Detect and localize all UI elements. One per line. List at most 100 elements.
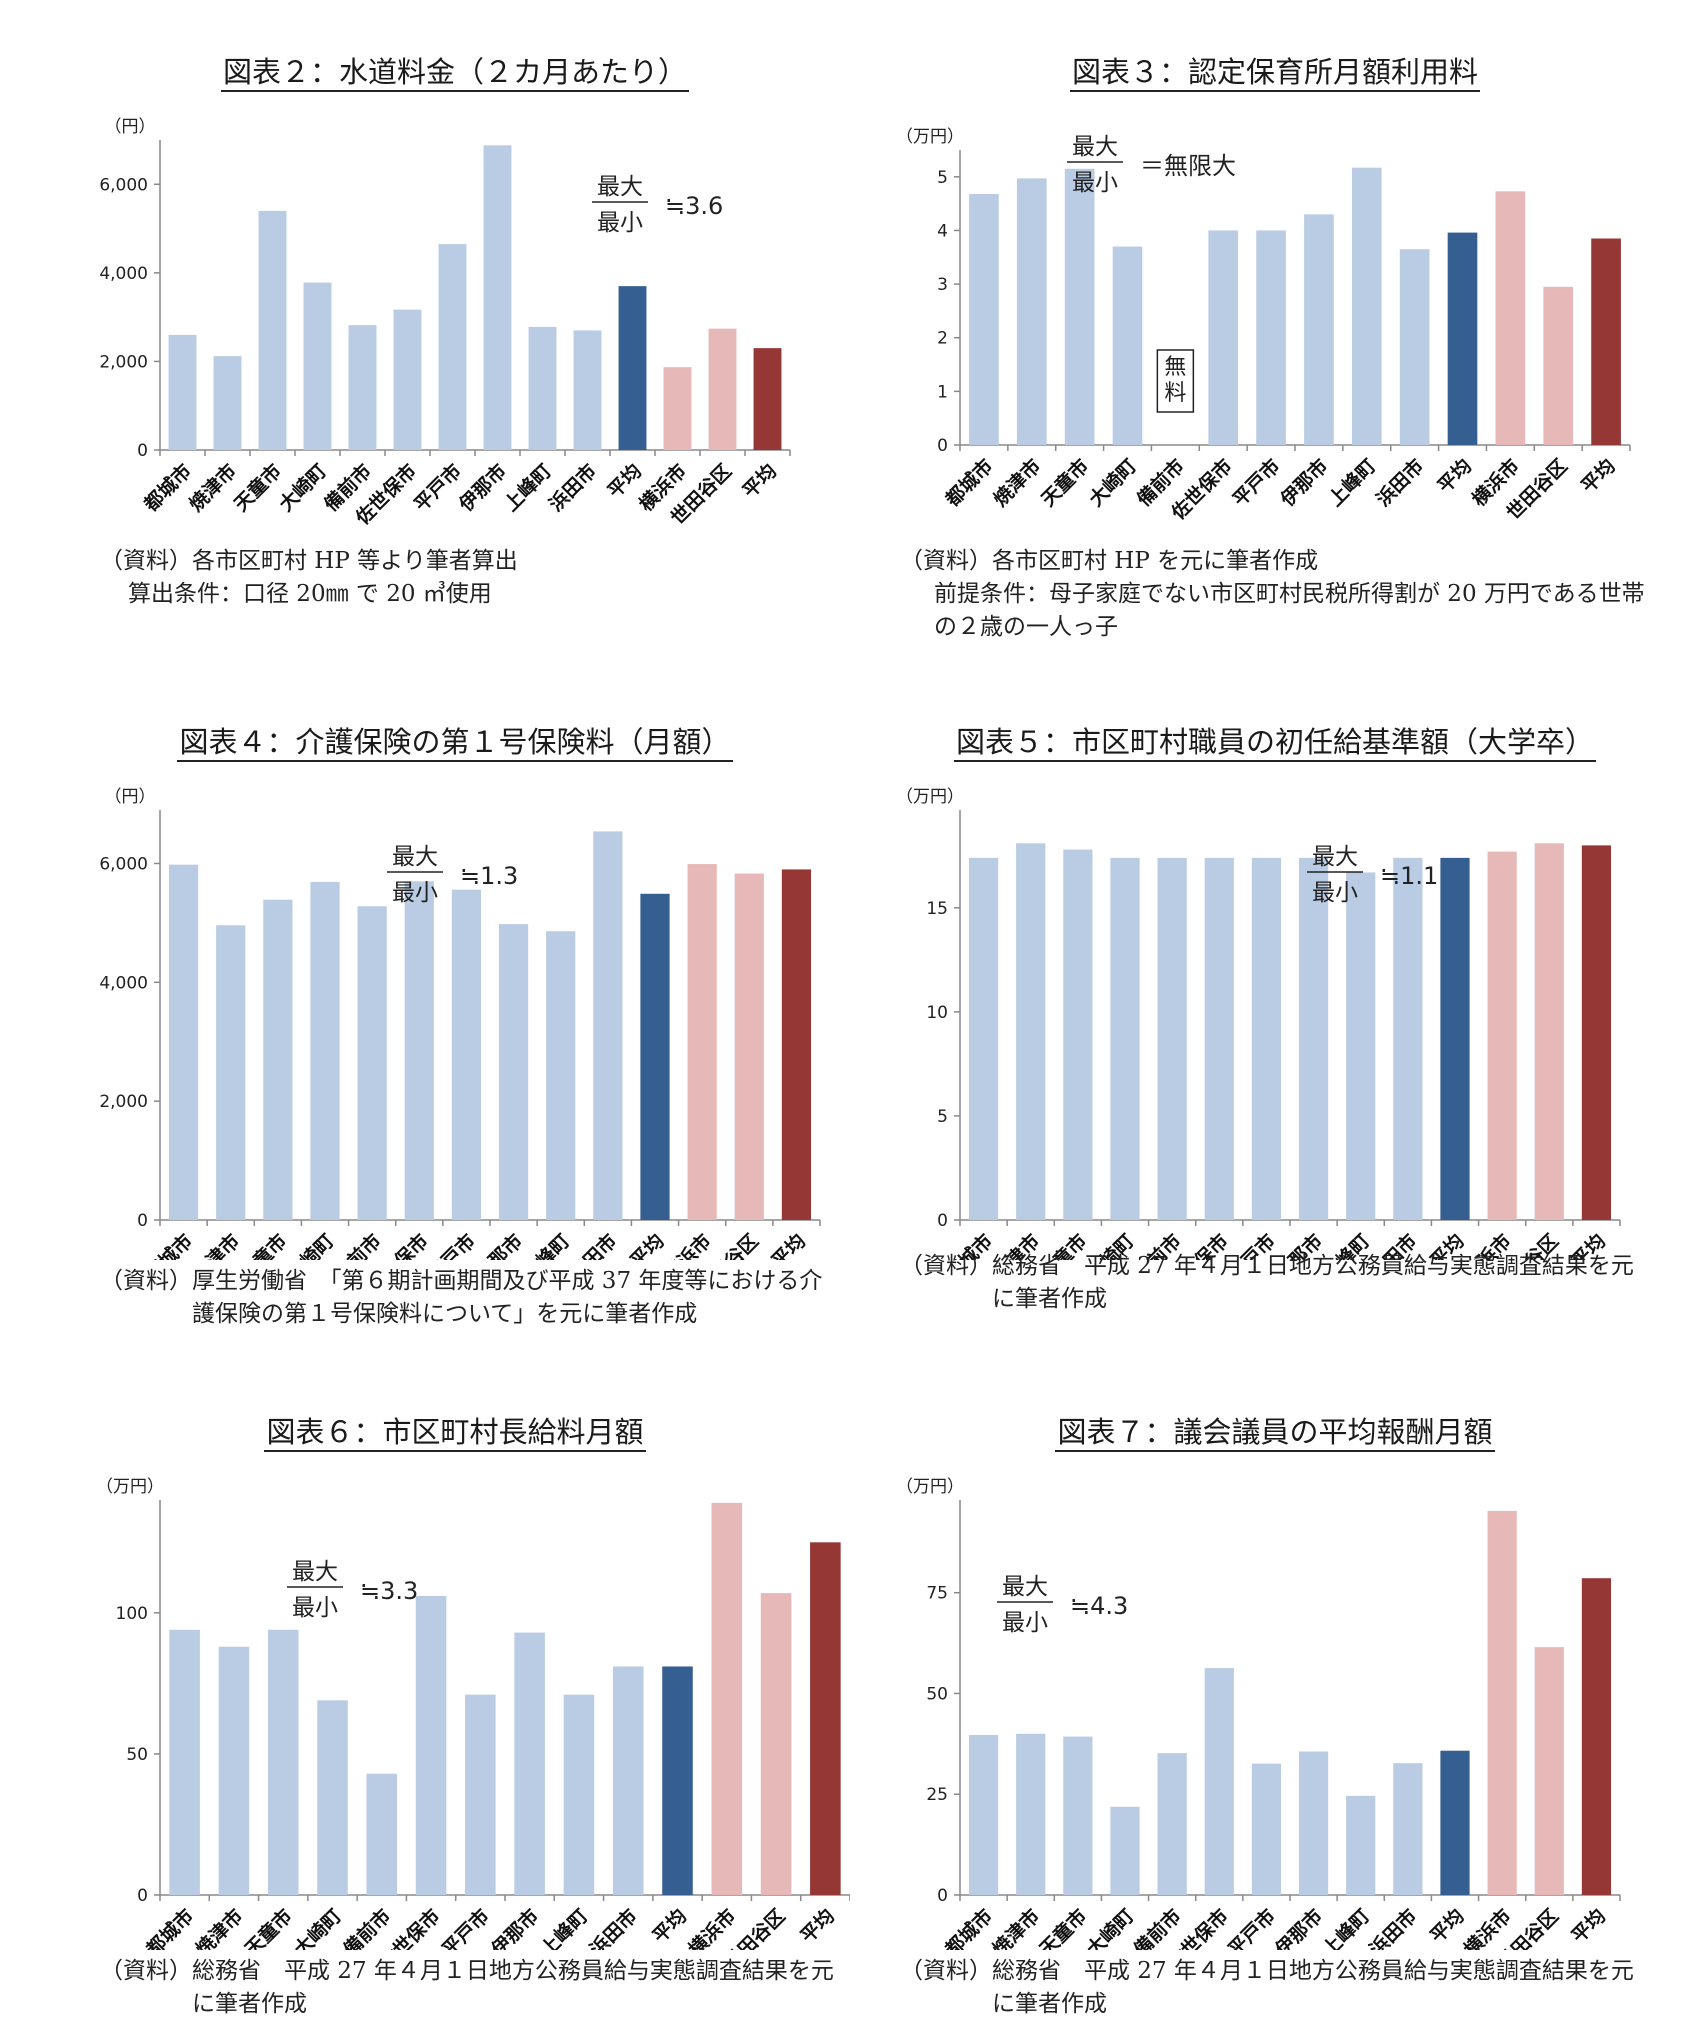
bar-天童市: [1063, 849, 1093, 1220]
x-tick-label: 平均: [1567, 1904, 1610, 1947]
x-tick-label: 横浜市: [684, 1904, 741, 1950]
bar-都城市: [969, 193, 999, 445]
x-tick-label: 都城市: [139, 459, 196, 516]
bar-大崎町: [1112, 246, 1143, 445]
bar-都城市: [968, 1734, 999, 1895]
x-tick-label: 天童市: [1037, 454, 1094, 511]
ratio-note-max: 最大: [1072, 134, 1118, 160]
bar-都城市: [168, 334, 197, 450]
y-tick-label: 4: [937, 221, 948, 241]
x-tick-label: 天童市: [229, 459, 286, 516]
y-tick-label: 25: [926, 1785, 948, 1805]
ratio-note-max: 最大: [292, 1559, 338, 1585]
x-tick-label: 都城市: [141, 1904, 198, 1950]
bar-佐世保市: [415, 1595, 447, 1895]
x-tick-label: 浜田市: [544, 459, 601, 516]
y-tick-label: 3: [937, 275, 948, 295]
bar-平戸市: [451, 889, 482, 1220]
y-tick-label: 75: [926, 1584, 948, 1604]
chart-title: 図表３：認定保育所月額利用料: [880, 54, 1670, 92]
x-tick-label: 横浜市: [1459, 1904, 1516, 1950]
ratio-note-value: ≒1.1: [1380, 862, 1438, 890]
bar-備前市: [348, 325, 377, 450]
bar-焼津市: [1016, 843, 1046, 1220]
source-label: （資料）: [900, 1958, 992, 1984]
x-tick-label: 浜田市: [1372, 454, 1429, 511]
ratio-note-value: ≒1.3: [460, 862, 518, 890]
bar-天童市: [1064, 168, 1095, 445]
source-text: 各市区町村 HP 等より筆者算出: [192, 548, 518, 574]
y-tick-label: 2,000: [99, 352, 148, 372]
source-note: （資料） 総務省 平成 27 年４月１日地方公務員給与実態調査結果を元に筆者作成: [100, 1955, 840, 2021]
bar-浜田市: [573, 330, 602, 450]
bar-浜田市: [612, 1666, 644, 1895]
bar-浜田市: [1393, 857, 1423, 1220]
bar-浜田市: [1393, 1763, 1423, 1895]
bar-平均: [1440, 857, 1470, 1220]
x-tick-label: 平均: [738, 459, 781, 502]
x-tick-label: 焼津市: [988, 1904, 1045, 1950]
x-tick-label: 平均: [1576, 454, 1619, 497]
source-note: （資料） 各市区町村 HP を元に筆者作成 前提条件：母子家庭でない市区町村民税…: [900, 545, 1650, 644]
bar-大崎町: [310, 881, 340, 1220]
bar-平戸市: [1251, 1763, 1282, 1895]
y-tick-label: 15: [926, 899, 948, 919]
x-tick-label: 焼津市: [989, 454, 1046, 511]
ratio-note-max: 最大: [1312, 844, 1358, 870]
ratio-note-value: ≒3.6: [665, 192, 723, 220]
x-tick-label: 伊那市: [1270, 1904, 1327, 1950]
bar-平戸市: [1256, 230, 1286, 445]
chart-panel-mayor-salary: 図表６：市区町村長給料月額 （万円） 0 50 100 都城市 焼津市 天童市 大崎町 備前市佐…: [60, 1400, 850, 2040]
bar-浜田市: [1399, 249, 1430, 445]
x-tick-label: 伊那市: [1275, 454, 1332, 511]
bar-天童市: [267, 1629, 299, 1895]
source-label: （資料）: [900, 1253, 992, 1279]
bar-上峰町: [1346, 1795, 1376, 1895]
x-tick-label: 平均: [1433, 454, 1476, 497]
source-label: （資料）: [100, 1268, 192, 1294]
bar-伊那市: [1298, 1751, 1329, 1895]
free-label-text: 無: [1164, 355, 1186, 380]
x-tick-label: 天童市: [1035, 1904, 1092, 1950]
bar-平均: [1581, 845, 1612, 1220]
source-note: （資料） 厚生労働省 「第６期計画期間及び平成 37 年度等における介護保険の第…: [100, 1265, 840, 1331]
chart-panel-water: 図表２：水道料金（２カ月あたり） （円） 0 2,000 4,000 6,000 都城市焼…: [60, 40, 850, 680]
bar-上峰町: [1351, 167, 1382, 445]
source-text: 総務省 平成 27 年４月１日地方公務員給与実態調査結果を元に筆者作成: [192, 1958, 834, 2017]
bar-伊那市: [1298, 857, 1329, 1220]
ratio-note-max: 最大: [1002, 1574, 1048, 1600]
x-tick-label: 平均: [767, 1229, 810, 1260]
y-tick-label: 2: [937, 329, 948, 349]
source-label: （資料）: [100, 548, 192, 574]
ratio-note-min: 最小: [597, 210, 643, 236]
x-tick-label: 平戸市: [409, 459, 466, 516]
y-tick-label: 0: [137, 1886, 148, 1906]
bar-横浜市: [687, 864, 717, 1220]
source-condition: 算出条件：口径 20㎜ で 20 ㎥使用: [128, 581, 492, 607]
x-tick-label: 天童市: [240, 1904, 297, 1950]
chart-title: 図表２：水道料金（２カ月あたり）: [60, 54, 850, 92]
x-tick-label: 上峰町: [1318, 1904, 1375, 1950]
y-axis-unit: （万円）: [896, 1477, 964, 1497]
source-text: 各市区町村 HP を元に筆者作成: [992, 548, 1319, 574]
bar-横浜市: [663, 367, 692, 450]
x-tick-label: 伊那市: [486, 1904, 543, 1950]
y-tick-label: 5: [937, 1107, 948, 1127]
bar-備前市: [366, 1773, 398, 1895]
y-tick-label: 0: [137, 441, 148, 461]
x-tick-label: 浜田市: [1365, 1904, 1422, 1950]
bar-世田谷区: [734, 873, 764, 1220]
bar-天童市: [1063, 1736, 1093, 1895]
y-axis-unit: （円）: [105, 787, 156, 807]
free-label-text: 料: [1164, 381, 1186, 406]
bar-上峰町: [528, 326, 557, 450]
bar-平均: [1447, 232, 1478, 445]
bar-chart-care-insurance: （円）02,0004,0006,000都城市焼津市天童市大崎町備前市佐世保市平戸…: [99, 787, 821, 1260]
bar-世田谷区: [760, 1593, 792, 1895]
bar-上峰町: [563, 1694, 595, 1895]
x-tick-label: 平戸市: [437, 1904, 494, 1950]
bar-chart-nursery: （万円）012345都城市焼津市天童市大崎町備前市佐世保市平戸市伊那市上峰町浜田…: [896, 127, 1631, 525]
chart-title: 図表７：議会議員の平均報酬月額: [880, 1414, 1670, 1452]
bar-焼津市: [1016, 178, 1047, 445]
ratio-note-min: 最小: [392, 880, 438, 906]
